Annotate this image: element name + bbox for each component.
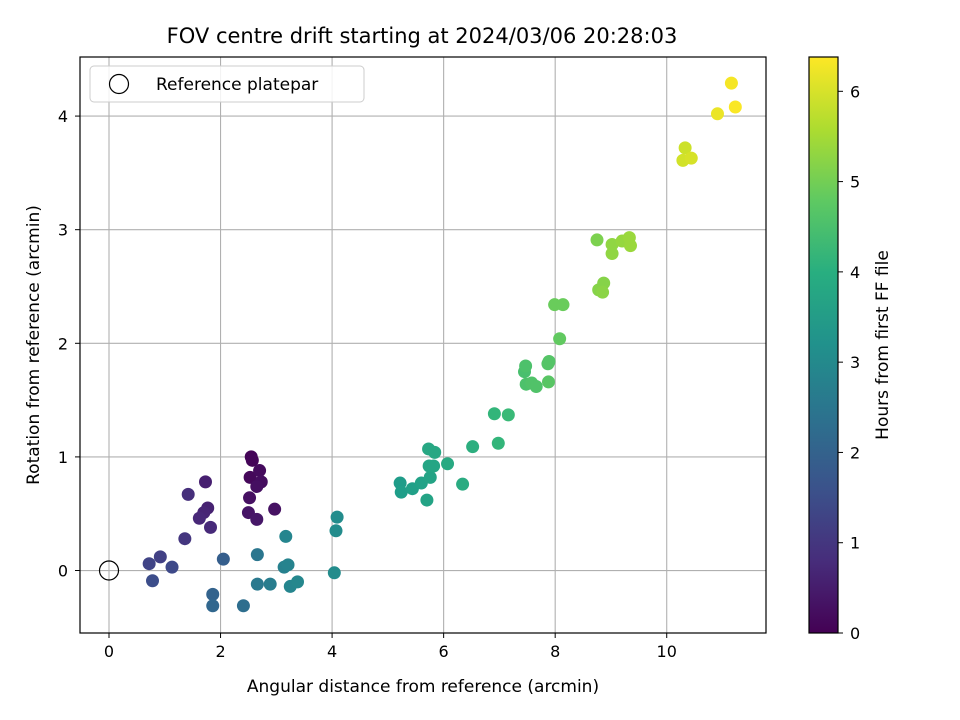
data-point (178, 532, 192, 546)
data-point (243, 470, 257, 484)
data-point (204, 520, 218, 534)
data-point (623, 239, 637, 253)
data-point (427, 459, 441, 473)
data-point (441, 457, 455, 471)
data-point (491, 436, 505, 450)
data-point (529, 379, 543, 393)
legend: Reference platepar (89, 65, 365, 103)
data-point (206, 599, 220, 613)
x-axis-ticks: 0 2 4 6 8 10 (104, 633, 677, 661)
colorbar-tick-label: 4 (850, 263, 860, 282)
colorbar-tick-label: 3 (850, 353, 860, 372)
data-point (250, 479, 264, 493)
data-point (394, 485, 408, 499)
colorbar-tick-label: 6 (850, 82, 860, 101)
y-tick-label: 2 (58, 334, 68, 353)
y-tick-label: 3 (58, 221, 68, 240)
y-axis-ticks: 0 1 2 3 4 (58, 107, 80, 581)
data-point (250, 512, 264, 526)
legend-entry: Reference platepar (156, 75, 318, 95)
data-point (263, 577, 277, 591)
data-point (605, 237, 619, 251)
data-point (245, 453, 259, 467)
data-point (192, 511, 206, 525)
colorbar-tick-label: 1 (850, 534, 860, 553)
colorbar-ticks: 0 1 2 3 4 5 6 (838, 82, 860, 643)
y-tick-label: 4 (58, 107, 68, 126)
x-tick-label: 10 (657, 642, 677, 661)
data-point (519, 359, 533, 373)
data-point (243, 491, 257, 505)
reference-marker (98, 560, 120, 581)
y-tick-label: 0 (58, 562, 68, 581)
x-tick-label: 6 (439, 642, 449, 661)
data-point (250, 548, 264, 562)
data-point (678, 141, 692, 155)
colorbar-tick-label: 2 (850, 443, 860, 462)
data-point (181, 487, 195, 501)
data-point (590, 233, 604, 247)
data-point (236, 599, 250, 613)
data-point (710, 107, 724, 121)
data-point (329, 524, 343, 538)
data-point (216, 552, 230, 566)
data-point (456, 477, 470, 491)
legend-box (89, 65, 365, 103)
data-point (684, 151, 698, 165)
data-point (724, 76, 738, 90)
data-point (268, 502, 282, 516)
data-point (487, 407, 501, 421)
colorbar: 0 1 2 3 4 5 6 Hours from first FF file (808, 56, 893, 643)
data-point (541, 375, 555, 389)
data-point (153, 550, 167, 564)
colorbar-label: Hours from first FF file (873, 250, 893, 440)
legend-marker-icon (108, 73, 130, 95)
data-point (250, 577, 264, 591)
x-tick-label: 4 (327, 642, 337, 661)
data-point (501, 408, 515, 422)
colorbar-gradient (808, 56, 839, 634)
plot-frame (79, 56, 767, 634)
y-axis-label: Rotation from reference (arcmin) (24, 205, 44, 485)
data-point (423, 470, 437, 484)
colorbar-tick-label: 0 (850, 624, 860, 643)
data-point (330, 510, 344, 524)
data-points (142, 76, 742, 613)
data-point (279, 529, 293, 543)
x-tick-label: 2 (215, 642, 225, 661)
chart-title: FOV centre drift starting at 2024/03/06 … (167, 24, 678, 48)
data-point (542, 354, 556, 368)
x-tick-label: 8 (550, 642, 560, 661)
y-tick-label: 1 (58, 448, 68, 467)
reference-point (98, 560, 120, 581)
data-point (553, 332, 567, 346)
data-point (556, 298, 570, 312)
data-point (142, 557, 156, 571)
data-point (728, 100, 742, 114)
x-axis-label: Angular distance from reference (arcmin) (247, 677, 599, 697)
data-point (281, 558, 295, 572)
data-point (291, 575, 305, 589)
data-point (253, 464, 267, 478)
data-point (605, 247, 619, 261)
x-tick-label: 0 (104, 642, 114, 661)
data-point (596, 285, 610, 299)
data-point (198, 475, 212, 489)
data-point (206, 587, 220, 601)
data-point (428, 445, 442, 459)
data-point (466, 440, 480, 454)
data-point (420, 493, 434, 507)
grid (80, 57, 766, 633)
data-point (165, 560, 179, 574)
data-point (146, 574, 160, 588)
data-point (327, 566, 341, 580)
colorbar-tick-label: 5 (850, 173, 860, 192)
